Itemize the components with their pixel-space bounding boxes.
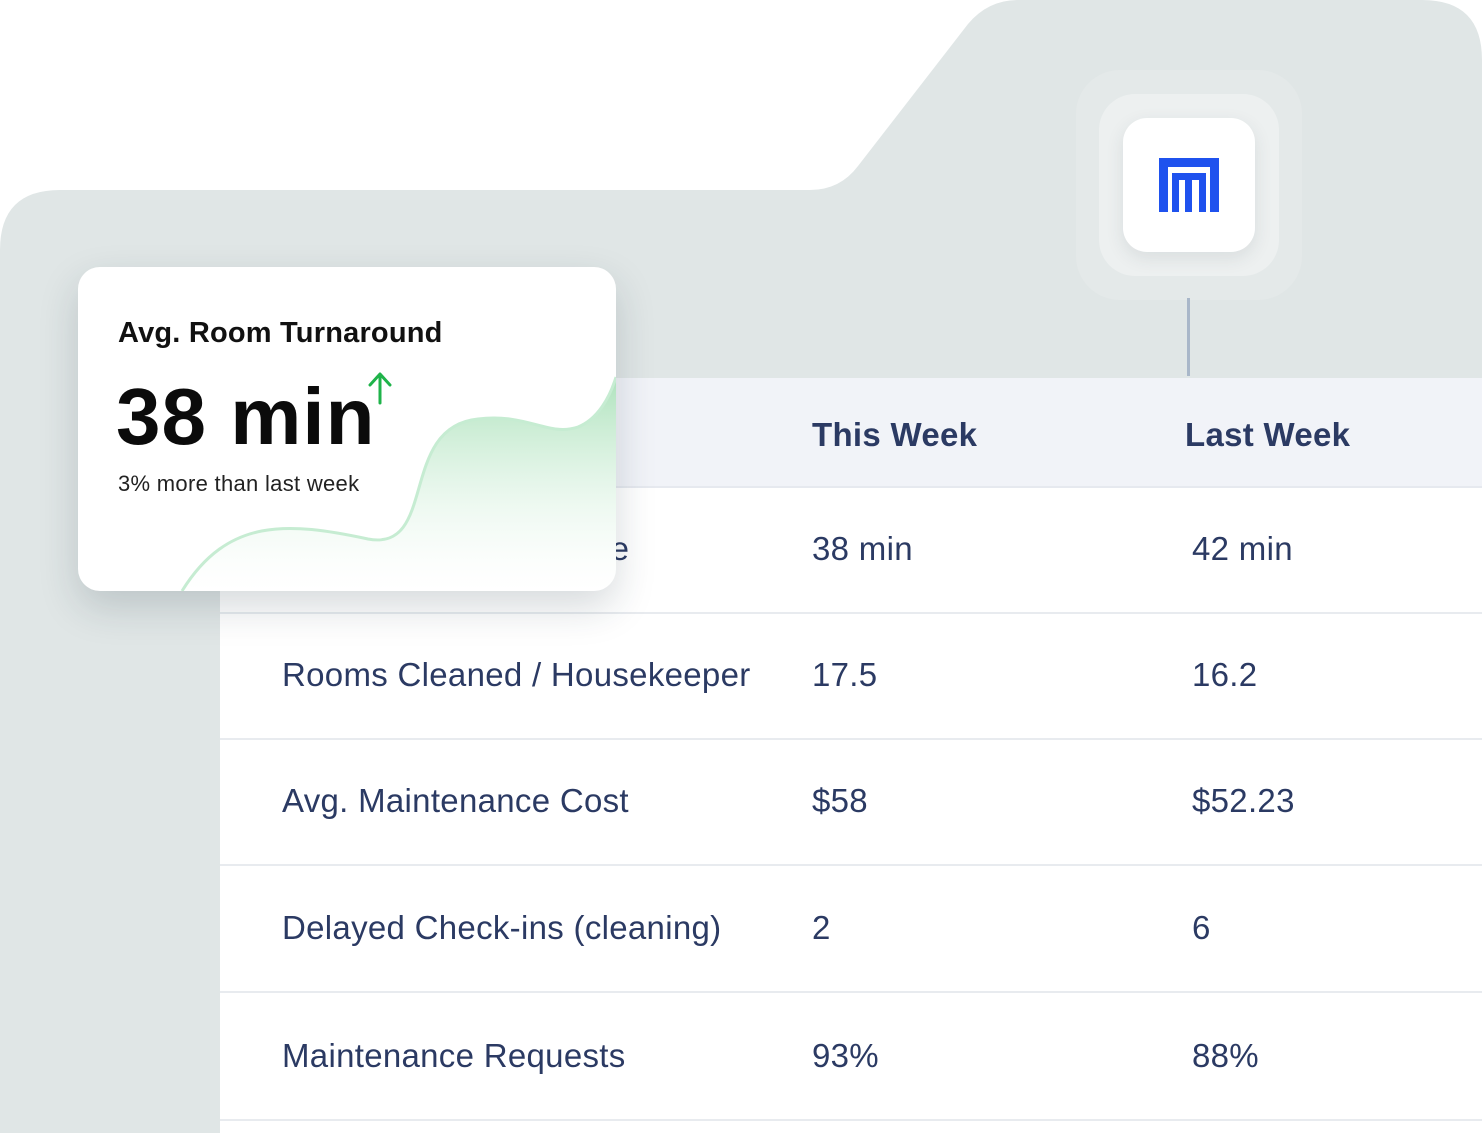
kpi-comparison-text: 3% more than last week xyxy=(118,471,360,496)
table-row[interactable]: Avg. Maintenance Cost $58 $52.23 xyxy=(220,740,1482,866)
last-week-value: 42 min xyxy=(1192,530,1293,567)
kpi-card[interactable]: Avg. Room Turnaround 38 min 3% more than… xyxy=(78,267,616,591)
building-columns-logo-icon xyxy=(1159,158,1219,212)
app-logo-tile[interactable] xyxy=(1123,118,1255,252)
table-row[interactable]: Rooms Cleaned / Housekeeper 17.5 16.2 xyxy=(220,614,1482,740)
last-week-value: $52.23 xyxy=(1192,782,1295,819)
this-week-value: $58 xyxy=(812,782,868,819)
metric-label: Maintenance Requests xyxy=(282,1037,626,1074)
column-header-this-week[interactable]: This Week xyxy=(812,416,978,453)
column-header-last-week[interactable]: Last Week xyxy=(1185,416,1351,453)
last-week-value: 88% xyxy=(1192,1037,1259,1074)
kpi-value: 38 min xyxy=(116,372,376,461)
trend-up-arrow-icon xyxy=(368,372,392,405)
metric-label: Rooms Cleaned / Housekeeper xyxy=(282,656,751,693)
connector-line xyxy=(1187,298,1190,376)
table-row[interactable]: Delayed Check-ins (cleaning) 2 6 xyxy=(220,867,1482,993)
this-week-value: 2 xyxy=(812,909,831,946)
this-week-value: 38 min xyxy=(812,530,913,567)
trend-wave-graphic xyxy=(180,376,616,591)
last-week-value: 6 xyxy=(1192,909,1211,946)
metric-label: Avg. Maintenance Cost xyxy=(282,782,629,819)
table-row[interactable]: Maintenance Requests 93% 88% xyxy=(220,995,1482,1121)
metric-label: Delayed Check-ins (cleaning) xyxy=(282,909,722,946)
last-week-value: 16.2 xyxy=(1192,656,1258,693)
this-week-value: 17.5 xyxy=(812,656,878,693)
this-week-value: 93% xyxy=(812,1037,879,1074)
kpi-title: Avg. Room Turnaround xyxy=(118,317,443,349)
